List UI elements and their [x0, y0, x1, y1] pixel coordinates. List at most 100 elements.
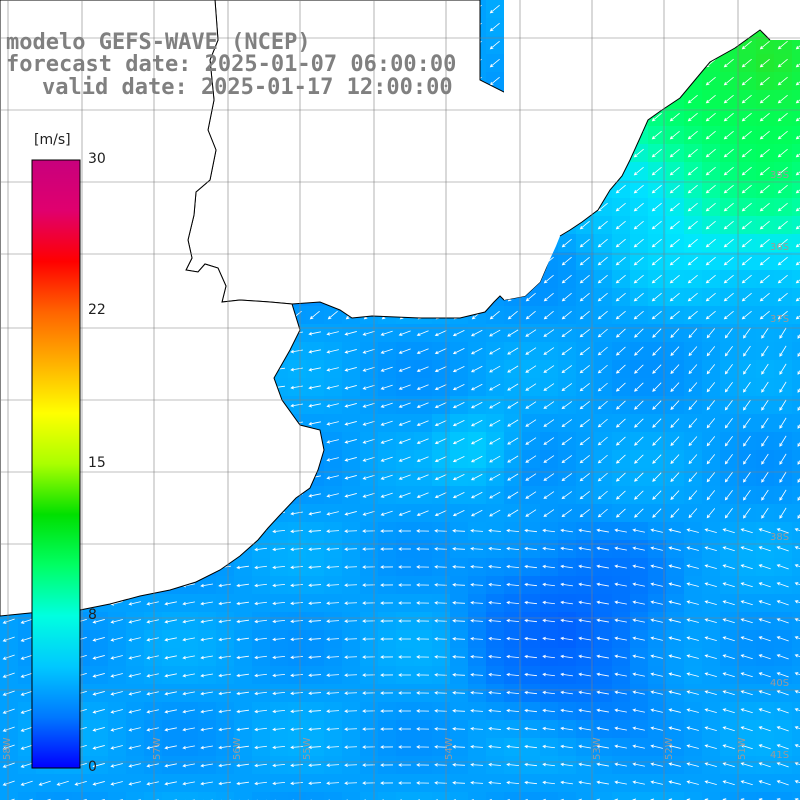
wind-speed-cell: [342, 504, 361, 523]
wind-arrow: [761, 327, 769, 339]
wind-arrow: [615, 238, 626, 248]
wind-speed-cell: [774, 396, 793, 415]
wind-speed-cell: [612, 342, 631, 361]
wind-arrow: [362, 709, 376, 713]
wind-speed-cell: [450, 702, 469, 721]
wind-arrow: [777, 310, 788, 320]
wind-speed-cell: [396, 504, 415, 523]
wind-speed-cell: [216, 738, 235, 757]
wind-speed-cell: [144, 648, 163, 667]
wind-speed-cell: [72, 792, 91, 800]
wind-speed-cell: [756, 180, 775, 199]
wind-arrow: [704, 600, 717, 605]
wind-arrow: [110, 637, 123, 642]
wind-arrow: [344, 727, 358, 731]
latitude-labels: 35S 36S 37S 38S 40S 41S: [770, 170, 789, 761]
wind-arrow: [146, 727, 159, 732]
wind-speed-cell: [576, 432, 595, 451]
wind-arrow: [743, 507, 751, 519]
wind-arrow: [705, 76, 716, 86]
wind-speed-cell: [738, 270, 757, 289]
wind-arrow: [38, 780, 51, 786]
wind-speed-cell: [396, 378, 415, 397]
wind-speed-cell: [360, 792, 379, 800]
wind-arrow: [650, 600, 663, 605]
wind-speed-cell: [792, 234, 800, 253]
wind-arrow: [272, 673, 286, 678]
wind-arrow: [542, 582, 556, 587]
wind-arrow: [74, 780, 87, 786]
wind-arrow: [723, 184, 734, 194]
wind-arrow: [308, 565, 322, 570]
wind-arrow: [416, 601, 430, 605]
wind-arrow: [579, 436, 590, 446]
wind-arrow: [470, 509, 483, 517]
wind-arrow: [614, 762, 627, 767]
wind-arrow: [777, 256, 788, 266]
wind-arrow: [705, 292, 716, 302]
wind-arrow: [579, 508, 590, 518]
wind-arrow: [470, 780, 484, 785]
wind-arrow: [128, 601, 141, 606]
wind-arrow: [327, 310, 338, 320]
wind-speed-cell: [396, 738, 415, 757]
wind-arrow: [761, 381, 769, 393]
wind-arrow: [543, 310, 554, 320]
wind-arrow: [2, 726, 15, 732]
wind-speed-cell: [792, 720, 800, 739]
wind-arrow: [724, 363, 733, 375]
wind-speed-cell: [720, 270, 739, 289]
wind-arrow: [2, 636, 15, 642]
wind-speed-cell: [126, 774, 145, 793]
wind-arrow: [146, 745, 159, 750]
wind-arrow: [326, 403, 339, 408]
wind-speed-cell: [288, 702, 307, 721]
wind-speed-cell: [630, 468, 649, 487]
wind-arrow: [543, 292, 554, 302]
wind-speed-cell: [324, 306, 343, 325]
wind-speed-cell: [468, 648, 487, 667]
wind-speed-cell: [288, 540, 307, 559]
wind-arrow: [488, 762, 502, 767]
wind-speed-cell: [522, 612, 541, 631]
wind-arrow: [470, 365, 483, 373]
wind-speed-cell: [522, 720, 541, 739]
wind-arrow: [561, 437, 573, 446]
wind-speed-cell: [666, 450, 685, 469]
wind-arrow: [650, 672, 663, 677]
wind-arrow: [525, 437, 537, 445]
wind-arrow: [705, 202, 716, 212]
wind-arrow: [200, 763, 213, 768]
wind-arrow: [326, 331, 339, 336]
wind-arrow: [218, 673, 231, 678]
wind-arrow: [525, 401, 537, 409]
wind-speed-cell: [342, 324, 361, 343]
wind-arrow: [543, 329, 555, 337]
wind-arrow: [651, 166, 662, 176]
wind-arrow: [434, 529, 448, 533]
wind-speed-cell: [738, 378, 757, 397]
wind-arrow: [706, 508, 716, 519]
wind-speed-cell: [792, 396, 800, 415]
wind-arrow: [254, 673, 268, 678]
wind-speed-cell: [774, 342, 793, 361]
wind-arrow: [560, 600, 573, 605]
wind-speed-cell: [666, 792, 685, 800]
wind-speed-cell: [792, 360, 800, 379]
wind-speed-cell: [504, 648, 523, 667]
wind-arrow: [380, 745, 394, 749]
wind-arrow: [344, 529, 358, 533]
wind-arrow: [290, 637, 304, 642]
wind-arrow: [182, 727, 195, 732]
wind-arrow: [724, 417, 733, 429]
wind-arrow: [668, 780, 681, 785]
wind-speed-cell: [324, 432, 343, 451]
wind-speed-cell: [252, 594, 271, 613]
wind-speed-cell: [738, 414, 757, 433]
wind-arrow: [506, 600, 520, 605]
wind-speed-cell: [288, 630, 307, 649]
wind-speed-cell: [756, 288, 775, 307]
wind-speed-cell: [486, 378, 505, 397]
wind-speed-cell: [486, 720, 505, 739]
